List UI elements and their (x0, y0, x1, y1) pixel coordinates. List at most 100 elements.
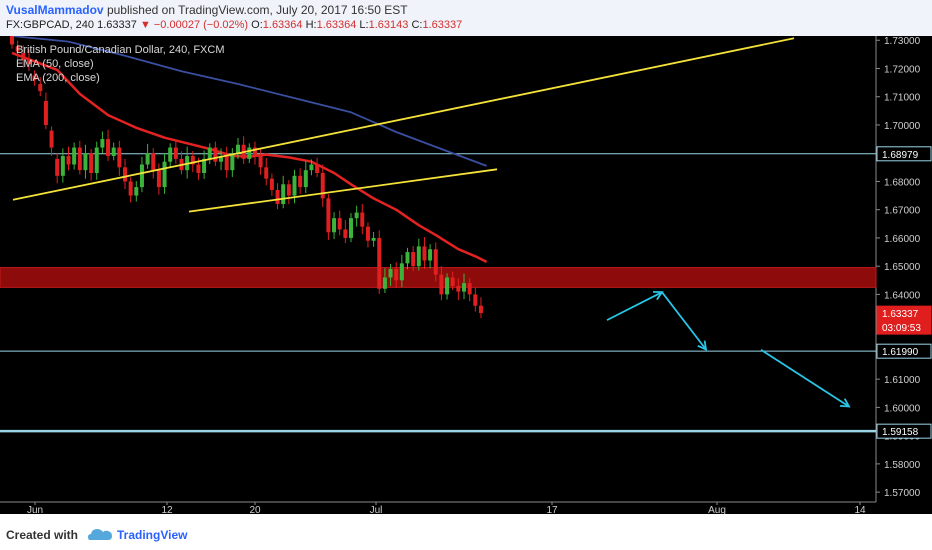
price-tick-label: 1.65000 (884, 262, 921, 273)
candle-body (292, 175, 297, 196)
ohlc-open: 1.63364 (262, 19, 303, 31)
projection-arrowhead (839, 398, 851, 408)
candle-body (252, 147, 257, 157)
author-link[interactable]: VusalMammadov (6, 3, 104, 17)
chart-area[interactable]: 1.730001.720001.710001.700001.690001.680… (0, 31, 932, 516)
ohlc-low-label: L: (359, 19, 369, 31)
time-tick-label: 17 (546, 505, 558, 514)
candle-body (89, 153, 94, 173)
countdown-label: 03:09:53 (882, 323, 921, 334)
candle-body (111, 147, 116, 157)
ohlc-low: 1.63143 (368, 19, 409, 31)
price-tick-label: 1.73000 (884, 36, 921, 47)
candle-body (230, 153, 235, 171)
candle-body (207, 147, 212, 159)
chart-footer: Created with TradingView (0, 514, 932, 550)
ohlc-high-label: H: (305, 19, 317, 31)
candle-body (72, 147, 77, 165)
candle-body (416, 246, 421, 267)
created-with-text: Created with (6, 528, 79, 542)
ohlc-close-label: C: (411, 19, 423, 31)
candle-body (309, 164, 314, 171)
tradingview-logo-icon (88, 529, 112, 540)
time-tick-label: Jul (370, 505, 383, 514)
candle-body (377, 237, 382, 289)
price-tick-label: 1.71000 (884, 93, 921, 104)
level-label-top: 1.68979 (882, 150, 919, 161)
candle-body (21, 52, 26, 61)
price-tick-label: 1.68000 (884, 177, 921, 188)
candle-body (275, 189, 280, 205)
candle-body (320, 172, 325, 199)
price-chart[interactable]: 1.730001.720001.710001.700001.690001.680… (0, 31, 932, 516)
candle-body (286, 184, 291, 196)
trendline (12, 37, 795, 201)
candle-body (371, 237, 376, 241)
projection-arrow (606, 291, 663, 321)
level-label-bottom-box (876, 423, 932, 439)
price-tick-label: 1.70000 (884, 121, 921, 132)
candle-body (151, 153, 156, 171)
last-price: 1.63337 (97, 19, 137, 31)
candle-body (315, 164, 320, 173)
ema50-line (11, 51, 488, 264)
candle-body (360, 212, 365, 227)
candle-body (190, 156, 195, 165)
price-tick-label: 1.60000 (884, 403, 921, 414)
ohlc-high: 1.63364 (316, 19, 357, 31)
candle-body (168, 147, 173, 162)
candle-body (411, 252, 416, 267)
candle-body (162, 161, 167, 188)
candle-body (173, 147, 178, 159)
projection-arrowhead (697, 340, 708, 351)
countdown-label-box (876, 319, 932, 335)
candle-body (38, 84, 43, 92)
candle-body (269, 178, 274, 190)
candle-body (343, 229, 348, 238)
candle-body (467, 283, 472, 295)
candle-body (326, 198, 331, 233)
candle-body (94, 147, 99, 173)
candle-body (303, 170, 308, 188)
candle-body (139, 164, 144, 188)
symbol-line: FX:GBPCAD, 240 1.63337 ▼ −0.00027 (−0.02… (6, 19, 462, 31)
candle-body (247, 147, 252, 159)
candle-body (365, 226, 370, 241)
candle-body (478, 305, 483, 314)
candle-body (123, 167, 127, 182)
price-tick-label: 1.58000 (884, 460, 921, 471)
projection-arrow (760, 349, 850, 408)
candle-body (60, 156, 65, 176)
candle-body (445, 277, 450, 295)
candle-body (196, 164, 201, 173)
candle-body (49, 130, 54, 148)
projection-arrow (661, 291, 707, 351)
level-label-bottom: 1.59158 (882, 427, 919, 438)
candle-body (77, 147, 82, 171)
resistance-zone (0, 267, 877, 288)
candle-body (439, 274, 444, 295)
price-tick-label: 1.67000 (884, 206, 921, 217)
candle-body (394, 269, 399, 281)
candle-body (224, 156, 229, 171)
ohlc-open-label: O: (251, 19, 263, 31)
candle-body (405, 252, 410, 264)
level-label-middle: 1.61990 (882, 347, 919, 358)
candle-body (337, 218, 342, 230)
tradingview-brand[interactable]: TradingView (117, 528, 188, 542)
time-tick-label: 12 (161, 505, 173, 514)
time-tick-label: 20 (249, 505, 261, 514)
candle-body (462, 283, 466, 292)
time-tick-label: 14 (854, 505, 866, 514)
candle-body (219, 156, 224, 162)
candle-body (83, 153, 88, 171)
symbol-label: FX:GBPCAD, 240 (6, 19, 95, 31)
candle-body (202, 158, 207, 173)
level-label-middle-box (876, 343, 932, 359)
price-tick-label: 1.66000 (884, 234, 921, 245)
candle-body (117, 147, 122, 168)
candle-body (128, 181, 133, 196)
candle-body (399, 263, 404, 281)
candle-body (382, 277, 387, 289)
candle-body (145, 153, 150, 165)
